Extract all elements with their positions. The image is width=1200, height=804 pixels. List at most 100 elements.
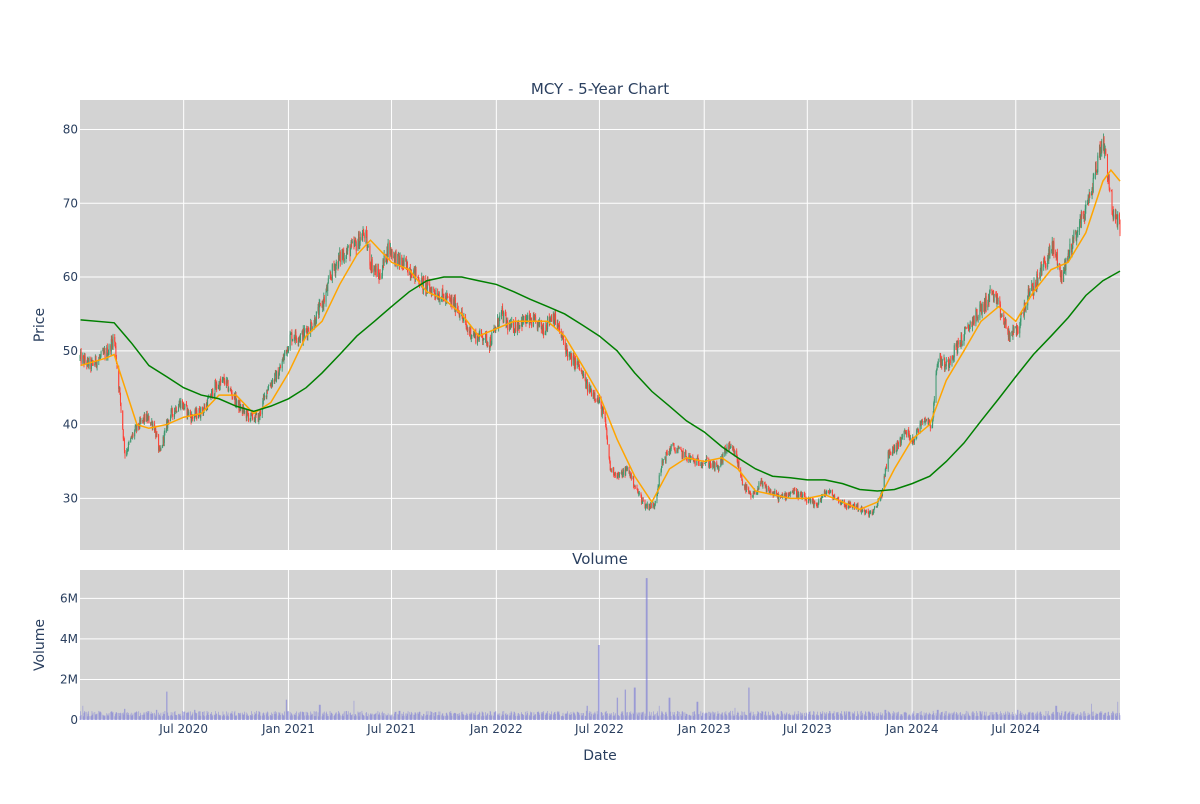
- candle-up: [278, 370, 280, 376]
- volume-bar: [170, 715, 171, 720]
- candle-up: [413, 270, 415, 279]
- candle-down: [840, 501, 842, 505]
- candle-down: [768, 488, 770, 494]
- volume-bar: [1084, 713, 1086, 720]
- volume-bar: [211, 712, 212, 720]
- volume-bar: [860, 716, 862, 720]
- volume-bar: [772, 713, 774, 720]
- candle-up: [893, 445, 895, 454]
- candle-up: [477, 334, 479, 343]
- candle-up: [983, 301, 985, 312]
- candle-up: [700, 464, 702, 466]
- volume-bar: [136, 711, 138, 720]
- candle-down: [425, 280, 427, 292]
- volume-bar: [478, 714, 480, 720]
- volume-bar: [242, 714, 244, 720]
- volume-bar: [645, 578, 647, 720]
- volume-bar: [714, 713, 715, 720]
- candle-down: [150, 423, 152, 425]
- volume-bar: [223, 714, 224, 720]
- candle-up: [818, 500, 820, 504]
- volume-bar: [741, 715, 743, 720]
- candle-up: [712, 461, 714, 467]
- candle-down: [102, 350, 104, 354]
- candle-up: [246, 410, 248, 419]
- volume-bar: [744, 714, 746, 720]
- candle-down: [138, 427, 140, 428]
- volume-bar: [90, 716, 92, 720]
- candle-up: [211, 391, 213, 397]
- candle-down: [1059, 265, 1061, 273]
- candle-up: [489, 338, 491, 350]
- volume-bar: [210, 714, 212, 720]
- volume-bar: [367, 716, 369, 720]
- volume-bar: [676, 714, 678, 720]
- volume-bar: [888, 712, 890, 720]
- volume-bar: [84, 711, 86, 720]
- volume-bar: [470, 713, 472, 720]
- candle-down: [449, 297, 451, 299]
- candle-up: [1048, 248, 1050, 261]
- volume-bar: [864, 715, 866, 720]
- volume-bar: [588, 713, 590, 720]
- volume-bar: [259, 712, 261, 720]
- candle-up: [919, 423, 921, 433]
- volume-bar: [243, 714, 244, 720]
- candle-down: [82, 355, 84, 357]
- candle-down: [641, 495, 643, 503]
- volume-bar: [941, 711, 943, 720]
- volume-bar: [434, 712, 436, 720]
- candle-down: [900, 437, 902, 444]
- volume-bar: [126, 712, 128, 720]
- volume-bar: [570, 712, 572, 720]
- volume-bar: [94, 714, 96, 720]
- candle-up: [222, 377, 224, 381]
- candle-down: [556, 324, 558, 328]
- candle-down: [854, 503, 856, 509]
- candle-up: [485, 332, 487, 339]
- volume-bar: [862, 712, 863, 720]
- volume-bar: [469, 713, 470, 720]
- volume-bar: [402, 713, 404, 720]
- candle-up: [406, 261, 408, 266]
- volume-bar: [1021, 712, 1023, 720]
- candle-up: [1067, 253, 1069, 261]
- volume-bar: [232, 714, 234, 720]
- volume-bar: [1060, 712, 1062, 720]
- candle-up: [876, 503, 878, 508]
- volume-bar: [617, 697, 619, 720]
- candle-down: [597, 397, 599, 403]
- volume-bar: [989, 712, 991, 720]
- candle-up: [766, 488, 768, 492]
- candle-up: [677, 448, 679, 451]
- volume-bar: [361, 710, 363, 720]
- candle-down: [361, 237, 363, 241]
- volume-bar: [523, 715, 525, 720]
- candle-up: [421, 277, 423, 287]
- candle-down: [585, 380, 587, 389]
- candle-up: [792, 490, 794, 493]
- candle-down: [753, 493, 755, 494]
- volume-bar: [916, 713, 918, 720]
- volume-bar: [407, 714, 408, 720]
- volume-bar: [214, 714, 215, 720]
- candle-down: [1015, 327, 1017, 336]
- volume-bar: [682, 712, 684, 720]
- volume-bar: [155, 709, 157, 720]
- candle-down: [512, 321, 514, 332]
- candle-up: [1016, 327, 1018, 336]
- volume-bar: [538, 712, 540, 720]
- volume-bar: [374, 714, 375, 720]
- volume-bar: [894, 712, 895, 720]
- volume-bar: [882, 713, 883, 720]
- candle-down: [407, 272, 409, 275]
- volume-bar: [445, 713, 447, 720]
- volume-bar: [841, 711, 842, 720]
- candle-down: [972, 321, 974, 323]
- candle-down: [596, 399, 598, 402]
- volume-bar: [446, 714, 448, 720]
- candle-up: [839, 501, 841, 503]
- candle-down: [287, 346, 289, 352]
- volume-bar: [122, 713, 124, 720]
- candle-down: [573, 356, 575, 357]
